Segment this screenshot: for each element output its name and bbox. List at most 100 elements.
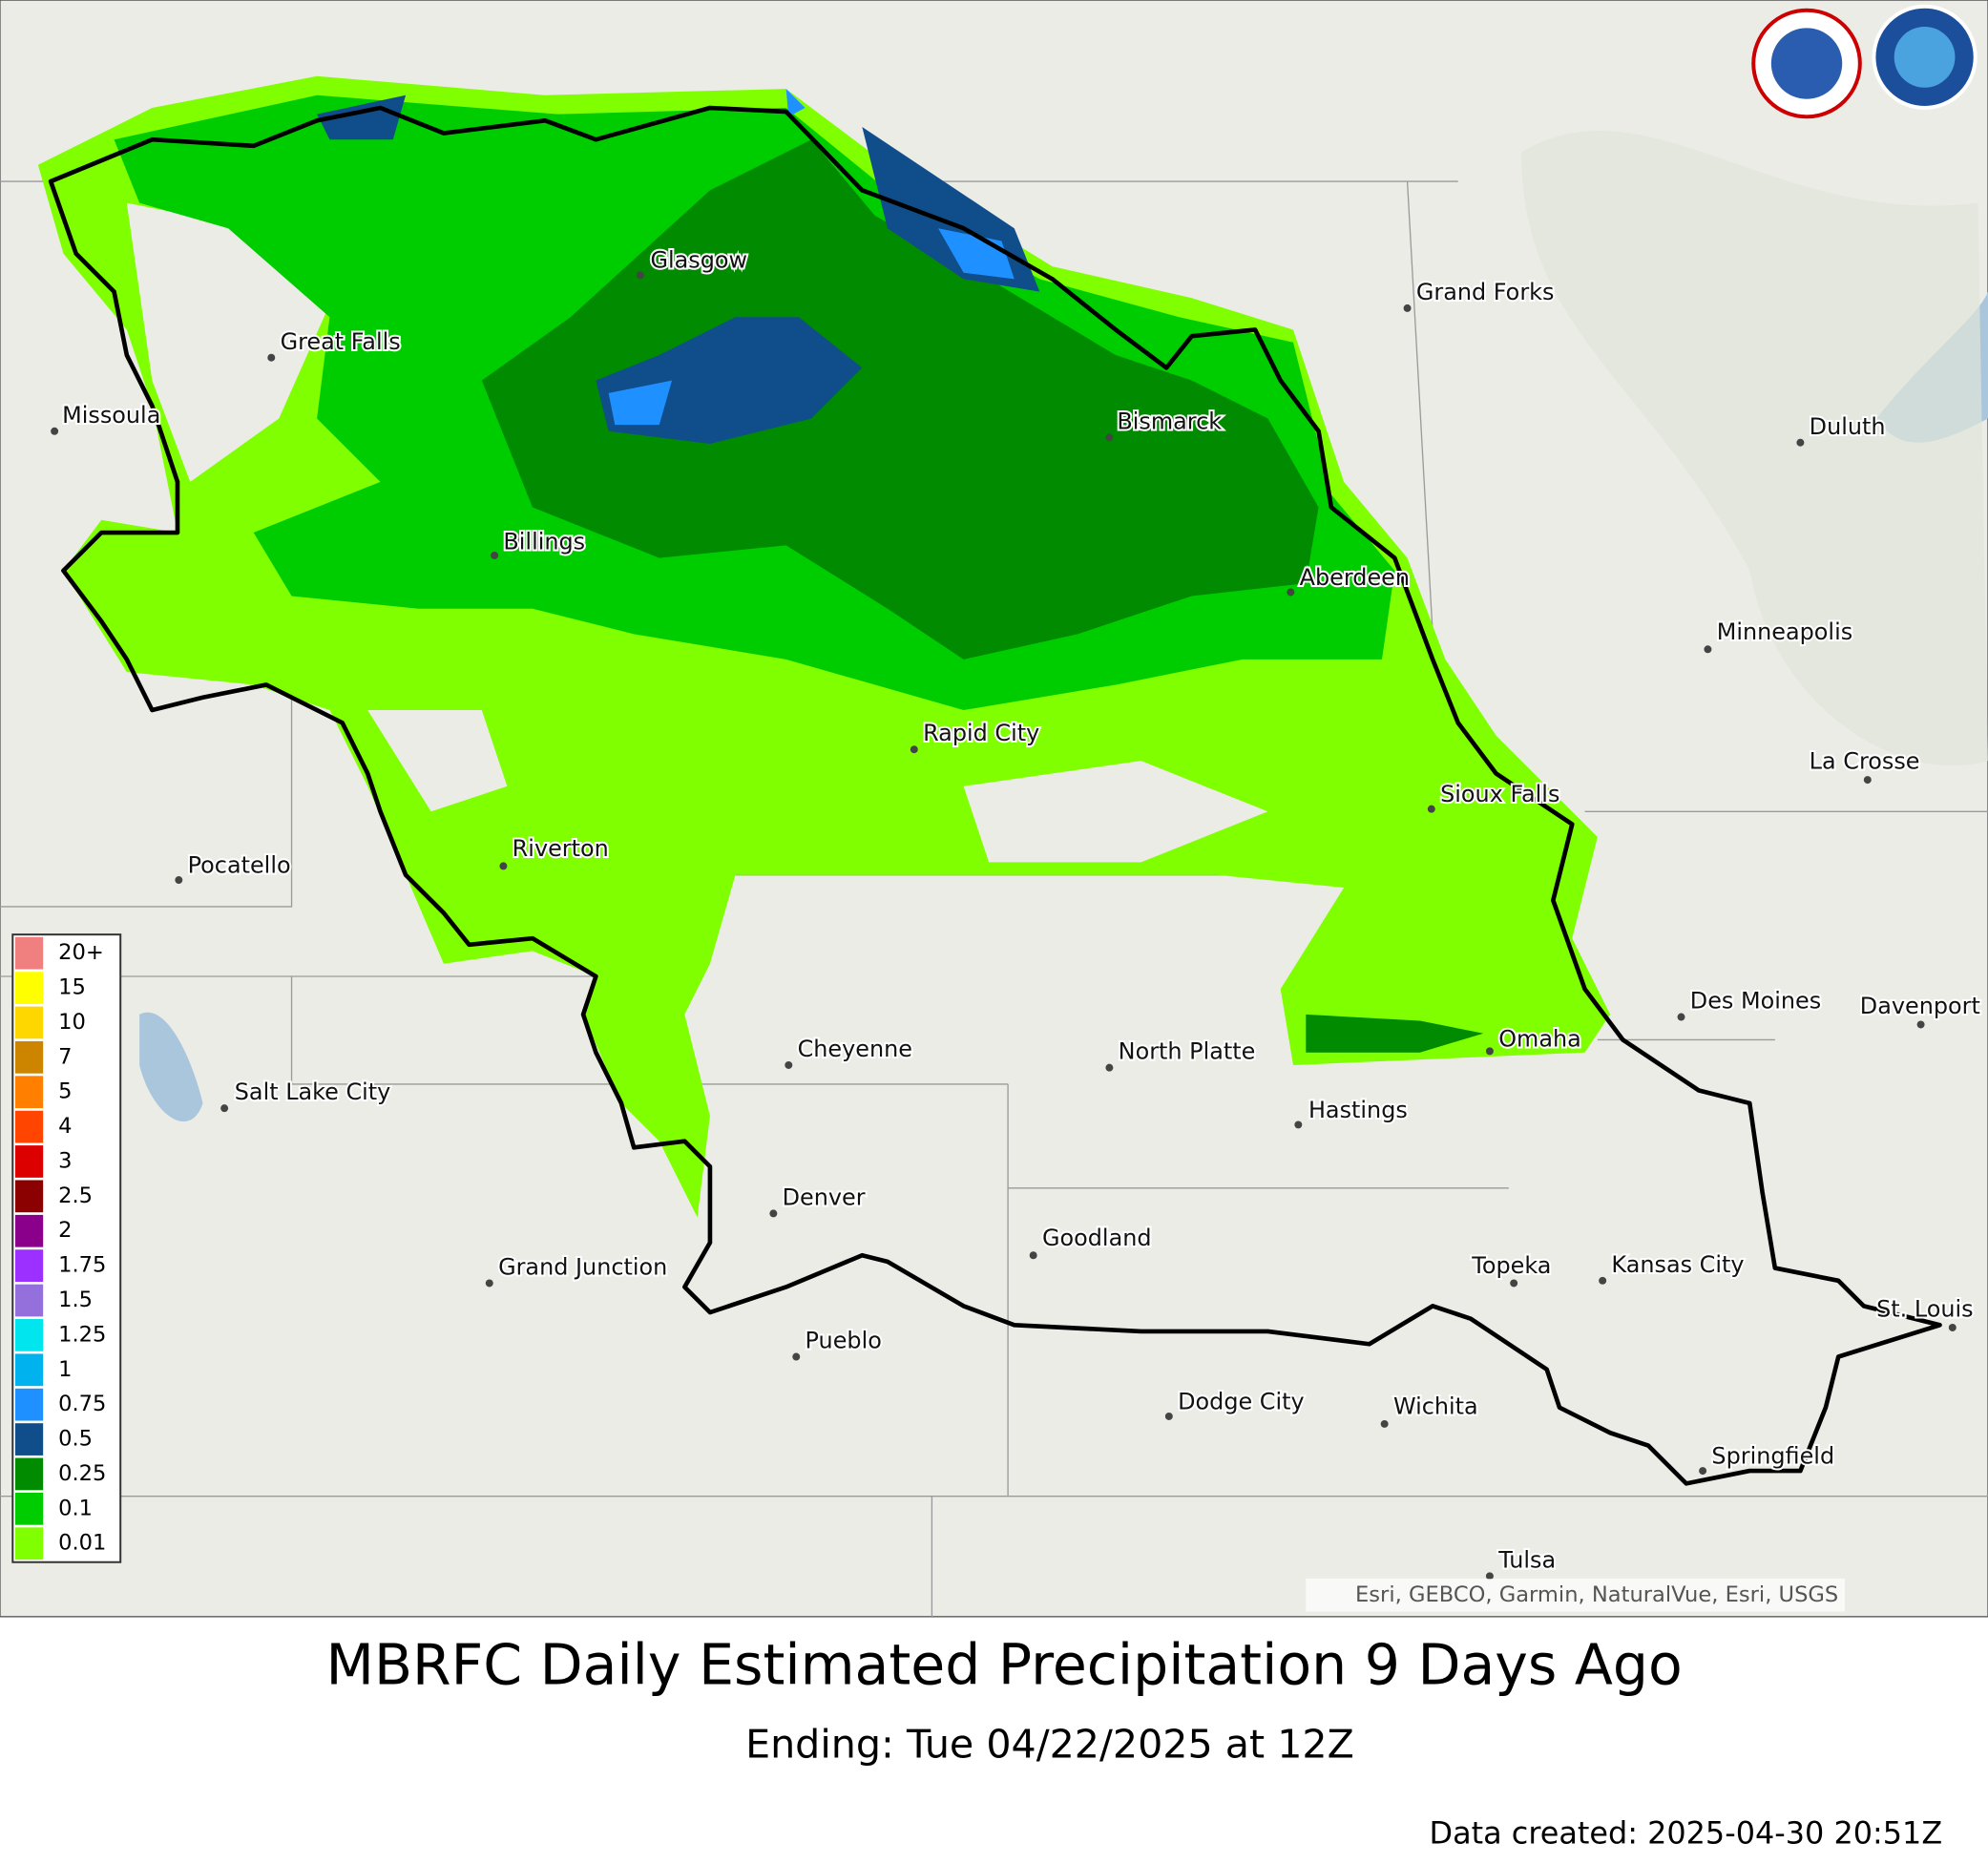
city-marker	[1796, 438, 1805, 447]
legend-swatch	[14, 1145, 44, 1178]
city-marker	[1916, 1020, 1925, 1029]
city-label: Minneapolis	[1717, 618, 1852, 645]
precip-gap	[126, 202, 1268, 863]
city-label: North Platte	[1119, 1038, 1256, 1065]
legend-swatch	[14, 1492, 44, 1525]
title: MBRFC Daily Estimated Precipitation 9 Da…	[326, 1632, 1683, 1697]
legend: 20+ 15 10 7 5 4 3 2.5 2 1.75 1.5 1.25 1 0.75 0.5 0.25 0.…	[11, 933, 122, 1563]
city-label: Duluth	[1810, 413, 1886, 440]
attribution: Esri, GEBCO, Garmin, NaturalVue, Esri, U…	[1355, 1582, 1838, 1607]
legend-swatch	[14, 1040, 44, 1074]
legend-label: 2.5	[58, 1183, 93, 1208]
city-label: Goodland	[1042, 1225, 1152, 1251]
city-label: Denver	[783, 1183, 866, 1210]
basin-boundary	[48, 105, 1942, 1486]
city-marker	[1704, 645, 1712, 654]
legend-label: 0.5	[58, 1427, 93, 1452]
city-marker	[1485, 1047, 1494, 1056]
legend-label: 0.1	[58, 1496, 93, 1520]
city-label: Des Moines	[1690, 988, 1821, 1015]
legend-label: 0.75	[58, 1392, 106, 1416]
legend-swatch	[14, 1319, 44, 1351]
city-label: Billings	[503, 529, 585, 555]
legend-swatch	[14, 1388, 44, 1421]
legend-swatch	[14, 1457, 44, 1491]
legend-label: 4	[58, 1114, 72, 1139]
city-marker	[769, 1209, 778, 1218]
legend-swatch	[14, 1180, 44, 1213]
city-marker	[175, 876, 183, 885]
city-marker	[267, 353, 276, 362]
city-marker	[792, 1352, 801, 1361]
legend-swatch	[14, 1423, 44, 1456]
precip-area	[481, 139, 1319, 660]
legend-label: 1.5	[58, 1288, 93, 1312]
legend-label: 2	[58, 1218, 72, 1243]
precipitation	[37, 75, 1611, 1218]
city-label: Aberdeen	[1300, 564, 1410, 591]
terrain	[1521, 130, 1988, 766]
legend-label: 1.25	[58, 1322, 106, 1347]
cities: Glasgow Great Falls Missoula Billings Grand …	[51, 245, 1982, 1581]
logos	[1751, 4, 1978, 119]
lake	[139, 1012, 203, 1122]
precip-area	[317, 94, 1040, 445]
legend-label: 1	[58, 1357, 72, 1382]
city-label: Great Falls	[281, 328, 401, 355]
city-marker	[1029, 1251, 1037, 1260]
legend-box	[11, 933, 122, 1563]
city-label: Grand Forks	[1416, 279, 1555, 305]
city-marker	[1510, 1279, 1518, 1288]
legend-swatch	[14, 1214, 44, 1247]
legend-label: 5	[58, 1079, 72, 1104]
legend-swatch	[14, 1076, 44, 1109]
legend-label: 7	[58, 1044, 72, 1069]
legend-swatch	[14, 972, 44, 1004]
city-label: Wichita	[1393, 1393, 1478, 1420]
city-marker	[1294, 1120, 1303, 1129]
city-label: Rapid City	[923, 720, 1039, 746]
legend-label: 3	[58, 1148, 72, 1173]
city-label: Riverton	[513, 835, 609, 862]
city-marker	[1287, 588, 1295, 597]
city-label: Grand Junction	[498, 1254, 667, 1281]
legend-swatch	[14, 1353, 44, 1387]
nws-logo-center	[1770, 28, 1843, 99]
city-label: Missoula	[62, 402, 160, 429]
legend-label: 15	[58, 975, 86, 1000]
city-marker	[1677, 1013, 1685, 1021]
legend-label: 0.01	[58, 1531, 106, 1556]
city-label: Kansas City	[1611, 1251, 1744, 1278]
legend-label: 0.25	[58, 1461, 106, 1486]
city-marker	[491, 551, 499, 559]
city-marker	[1699, 1467, 1707, 1476]
legend-label: 10	[58, 1010, 86, 1035]
city-label: La Crosse	[1810, 747, 1920, 774]
city-marker	[1485, 1572, 1494, 1581]
city-label: Topeka	[1471, 1252, 1551, 1279]
city-label: Pueblo	[806, 1328, 882, 1354]
city-label: Cheyenne	[798, 1036, 912, 1062]
legend-swatch	[14, 1284, 44, 1317]
city-label: St. Louis	[1876, 1295, 1974, 1322]
city-marker	[1599, 1276, 1607, 1285]
city-label: Omaha	[1498, 1025, 1581, 1052]
legend-label: 1.75	[58, 1253, 106, 1278]
subtitle: Ending: Tue 04/22/2025 at 12Z	[745, 1722, 1354, 1768]
legend-label: 20+	[58, 940, 104, 965]
city-marker	[1863, 776, 1872, 785]
noaa-logo-center	[1894, 26, 1956, 88]
data-created: Data created: 2025-04-30 20:51Z	[1430, 1814, 1943, 1851]
city-marker	[51, 427, 59, 435]
legend-swatch	[14, 936, 44, 970]
city-label: Sioux Falls	[1440, 781, 1559, 807]
city-marker	[636, 271, 644, 280]
city-label: Springfield	[1711, 1442, 1834, 1469]
legend-swatch	[14, 1527, 44, 1560]
city-marker	[1105, 433, 1114, 442]
city-label: Glasgow	[650, 247, 747, 274]
city-label: Davenport	[1860, 993, 1980, 1019]
city-marker	[1427, 805, 1435, 813]
legend-swatch	[14, 1006, 44, 1039]
city-label: Bismarck	[1117, 408, 1222, 434]
